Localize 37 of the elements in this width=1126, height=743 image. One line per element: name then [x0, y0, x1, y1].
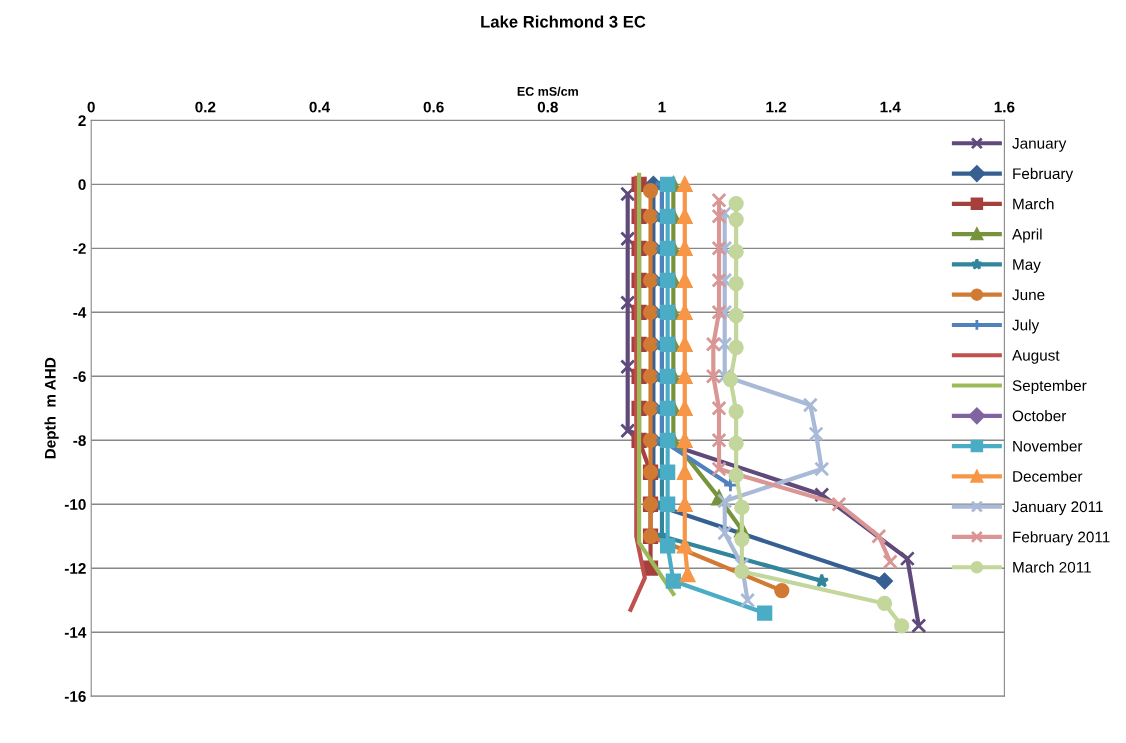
y-tick-label: -10	[64, 499, 86, 510]
y-tick-label: -6	[73, 371, 86, 382]
x-tick-label: 0.2	[195, 101, 216, 113]
legend-label: September	[1012, 379, 1087, 395]
legend-label: July	[1012, 319, 1040, 334]
legend-label: February 2011	[1013, 531, 1110, 546]
legend-label: January 2011	[1012, 501, 1103, 516]
y-tick-label: 2	[78, 115, 86, 126]
legend-label: December	[1013, 470, 1083, 482]
y-tick-label: -12	[64, 563, 86, 574]
legend-label: April	[1012, 228, 1042, 243]
legend-label: March	[1013, 198, 1054, 210]
x-tick-label: 1.4	[880, 101, 901, 113]
chart-title: Lake Richmond 3 EC	[481, 15, 646, 28]
x-tick-label: 1	[658, 101, 666, 113]
x-axis-title: EC mS/cm	[517, 86, 578, 96]
y-axis-title: Depth m AHD	[44, 357, 59, 459]
y-tick-label: -4	[73, 307, 87, 318]
legend-label: October	[1012, 410, 1067, 422]
x-tick-label: 0.4	[309, 101, 331, 113]
legend-label: March 2011	[1013, 561, 1091, 573]
y-tick-label: -8	[73, 435, 86, 446]
legend-label: June	[1012, 289, 1045, 301]
legend-label: January	[1012, 138, 1067, 152]
x-tick-label: 0.8	[537, 101, 558, 113]
x-tick-label: 0	[87, 101, 95, 113]
y-tick-label: -14	[64, 627, 87, 638]
y-tick-label: -16	[64, 691, 86, 702]
legend-label: February	[1013, 167, 1074, 183]
y-tick-label: 0	[78, 179, 86, 191]
legend-label: August	[1012, 350, 1060, 364]
x-tick-label: 0.6	[423, 101, 444, 113]
legend-label: November	[1013, 440, 1083, 452]
x-tick-label: 1.2	[766, 101, 787, 113]
x-tick-label: 1.6	[994, 101, 1015, 113]
y-tick-label: -2	[73, 243, 86, 254]
legend-label: May	[1013, 259, 1041, 273]
